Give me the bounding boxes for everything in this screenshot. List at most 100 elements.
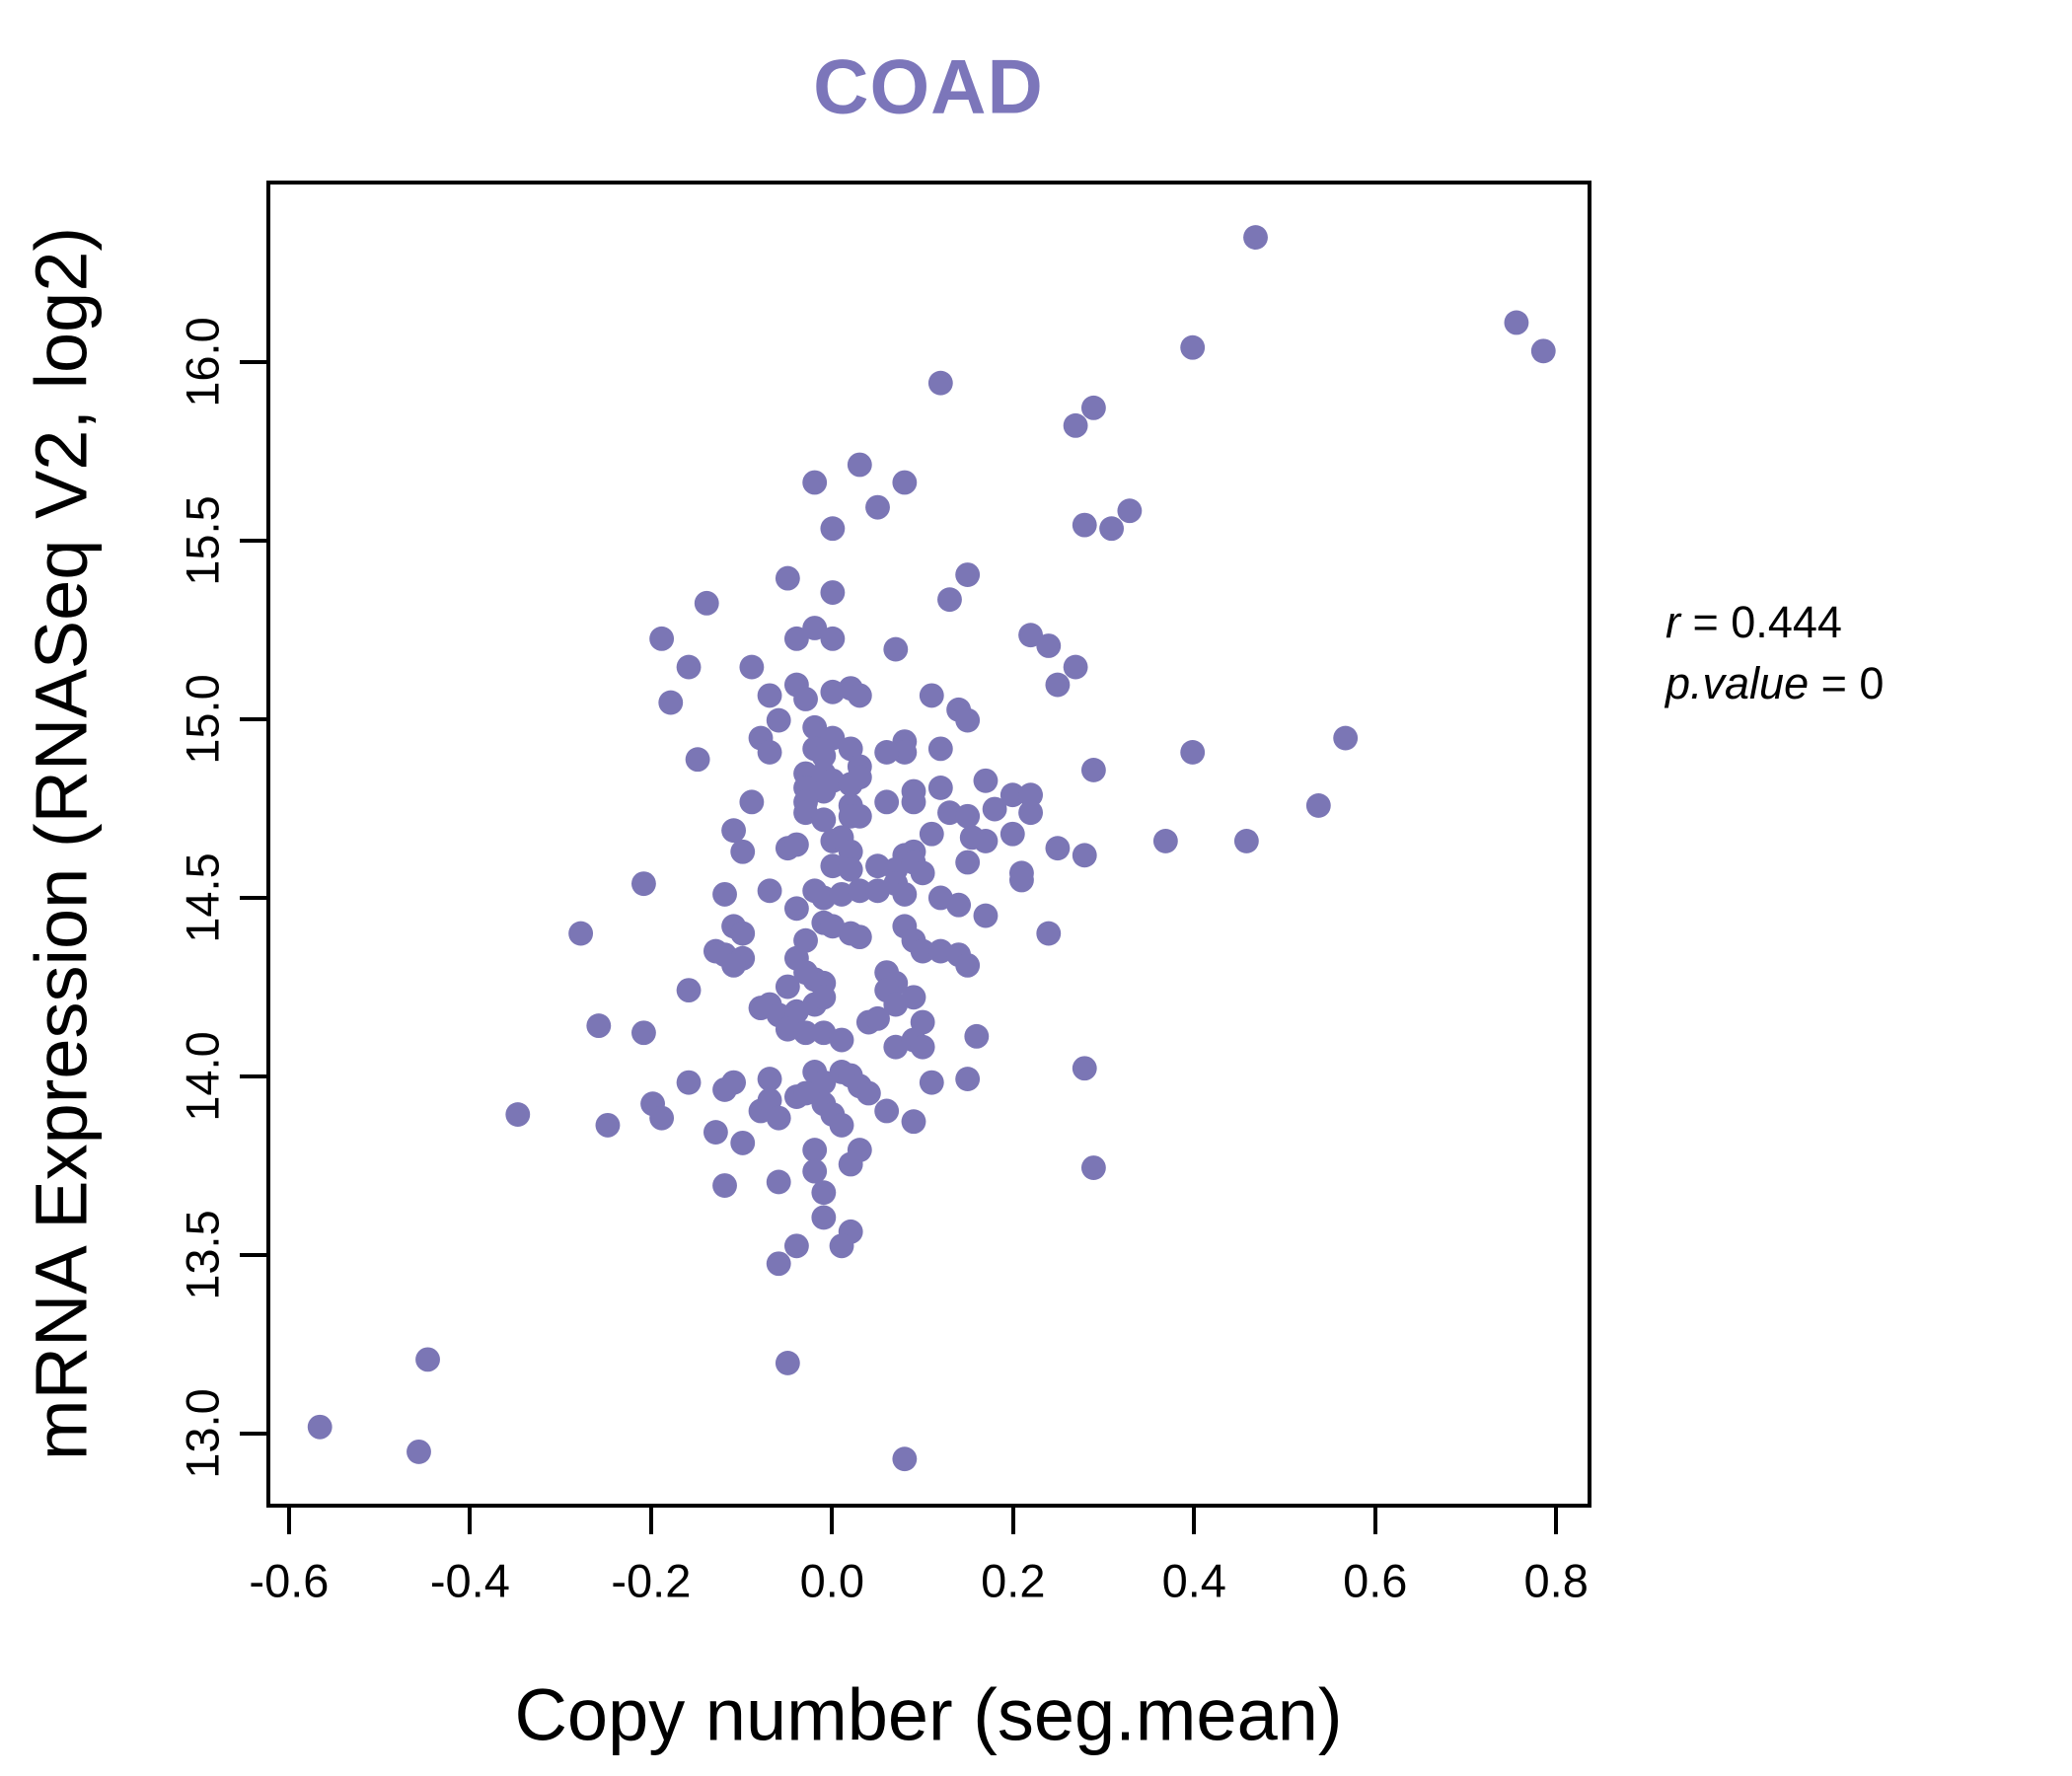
- p-value-line: p.value = 0: [1665, 653, 1884, 714]
- scatter-point: [730, 921, 756, 946]
- scatter-point: [586, 1013, 612, 1039]
- scatter-point: [1036, 921, 1062, 946]
- scatter-point: [649, 1105, 675, 1131]
- scatter-point: [811, 985, 837, 1010]
- x-tick-mark: [286, 1508, 291, 1534]
- x-tick-label: 0.4: [1161, 1554, 1226, 1607]
- scatter-point: [739, 789, 765, 815]
- scatter-point: [775, 565, 800, 591]
- scatter-point: [568, 921, 594, 946]
- scatter-point: [793, 1080, 818, 1106]
- scatter-point: [955, 707, 981, 733]
- x-tick-mark: [1372, 1508, 1377, 1534]
- scatter-point: [892, 740, 918, 765]
- scatter-point: [783, 626, 809, 651]
- r-value-line: r = 0.444: [1665, 592, 1884, 653]
- scatter-point: [973, 828, 999, 853]
- scatter-point: [407, 1439, 431, 1464]
- scatter-point: [1243, 225, 1268, 251]
- x-axis-label: Copy number (seg.mean): [514, 1673, 1343, 1756]
- scatter-point: [1018, 782, 1044, 808]
- scatter-point: [865, 1005, 890, 1031]
- scatter-point: [919, 821, 944, 847]
- x-tick-label: 0.2: [981, 1554, 1046, 1607]
- y-tick-mark: [240, 717, 266, 722]
- scatter-point: [1045, 836, 1071, 861]
- scatter-point: [1036, 633, 1062, 658]
- scatter-point: [783, 896, 809, 922]
- scatter-point: [676, 1070, 702, 1095]
- scatter-point: [973, 903, 999, 928]
- scatter-point: [829, 1233, 854, 1259]
- scatter-point: [829, 1027, 854, 1053]
- scatter-point: [874, 740, 900, 765]
- scatter-point: [874, 1098, 900, 1124]
- scatter-point: [1080, 758, 1106, 782]
- scatter-point: [964, 1023, 990, 1049]
- scatter-point: [766, 1105, 791, 1131]
- p-symbol: p.value: [1665, 658, 1810, 708]
- scatter-point: [838, 856, 863, 882]
- scatter-point: [927, 736, 953, 762]
- scatter-point: [1080, 1155, 1106, 1180]
- scatter-point: [775, 974, 800, 999]
- scatter-point: [865, 494, 890, 520]
- scatter-point: [1233, 828, 1259, 853]
- scatter-point: [1152, 828, 1178, 853]
- scatter-point: [892, 1446, 918, 1472]
- correlation-annotation: r = 0.444 p.value = 0: [1665, 592, 1884, 714]
- scatter-point: [811, 778, 837, 804]
- scatter-point: [1072, 1056, 1097, 1081]
- scatter-point: [802, 1138, 828, 1162]
- x-tick-mark: [1010, 1508, 1015, 1534]
- scatter-point: [766, 1251, 791, 1277]
- x-tick-label: 0.8: [1523, 1554, 1589, 1607]
- scatter-point: [955, 1067, 981, 1092]
- scatter-point: [766, 1169, 791, 1195]
- scatter-point: [721, 1070, 747, 1095]
- scatter-point: [847, 452, 872, 478]
- scatter-point: [775, 1351, 800, 1375]
- scatter-point: [658, 690, 684, 715]
- scatter-point: [307, 1414, 333, 1440]
- y-tick-mark: [240, 539, 266, 544]
- scatter-point: [883, 636, 909, 662]
- y-tick-label: 14.5: [176, 852, 229, 944]
- x-tick-label: -0.6: [249, 1554, 330, 1607]
- x-tick-label: 0.0: [799, 1554, 864, 1607]
- y-tick-mark: [240, 896, 266, 901]
- scatter-point: [595, 1112, 621, 1138]
- scatter-point: [1080, 395, 1106, 420]
- scatter-point: [919, 1070, 944, 1095]
- scatter-point: [999, 782, 1025, 808]
- scatter-point: [757, 740, 782, 765]
- x-tick-mark: [1554, 1508, 1559, 1534]
- scatter-point: [910, 938, 935, 964]
- scatter-point: [999, 821, 1025, 847]
- scatter-point: [793, 687, 818, 711]
- y-tick-mark: [240, 1074, 266, 1079]
- scatter-point: [946, 892, 972, 918]
- x-tick-mark: [648, 1508, 653, 1534]
- scatter-point: [855, 1080, 881, 1106]
- r-value: = 0.444: [1680, 597, 1842, 647]
- scatter-point: [910, 860, 935, 886]
- x-tick-mark: [830, 1508, 835, 1534]
- x-tick-label: 0.6: [1343, 1554, 1408, 1607]
- scatter-point: [1072, 512, 1097, 538]
- scatter-point: [757, 878, 782, 904]
- scatter-point: [649, 626, 675, 651]
- scatter-point: [1117, 498, 1143, 524]
- y-tick-label: 13.5: [176, 1210, 229, 1301]
- scatter-point: [1009, 867, 1034, 893]
- y-tick-label: 16.0: [176, 317, 229, 408]
- scatter-point: [1333, 725, 1359, 751]
- scatter-point: [783, 832, 809, 857]
- scatter-point: [1180, 334, 1206, 360]
- scatter-point: [1018, 623, 1044, 648]
- scatter-point: [811, 807, 837, 833]
- x-tick-label: -0.2: [611, 1554, 692, 1607]
- scatter-point: [973, 768, 999, 793]
- scatter-point: [1530, 338, 1556, 364]
